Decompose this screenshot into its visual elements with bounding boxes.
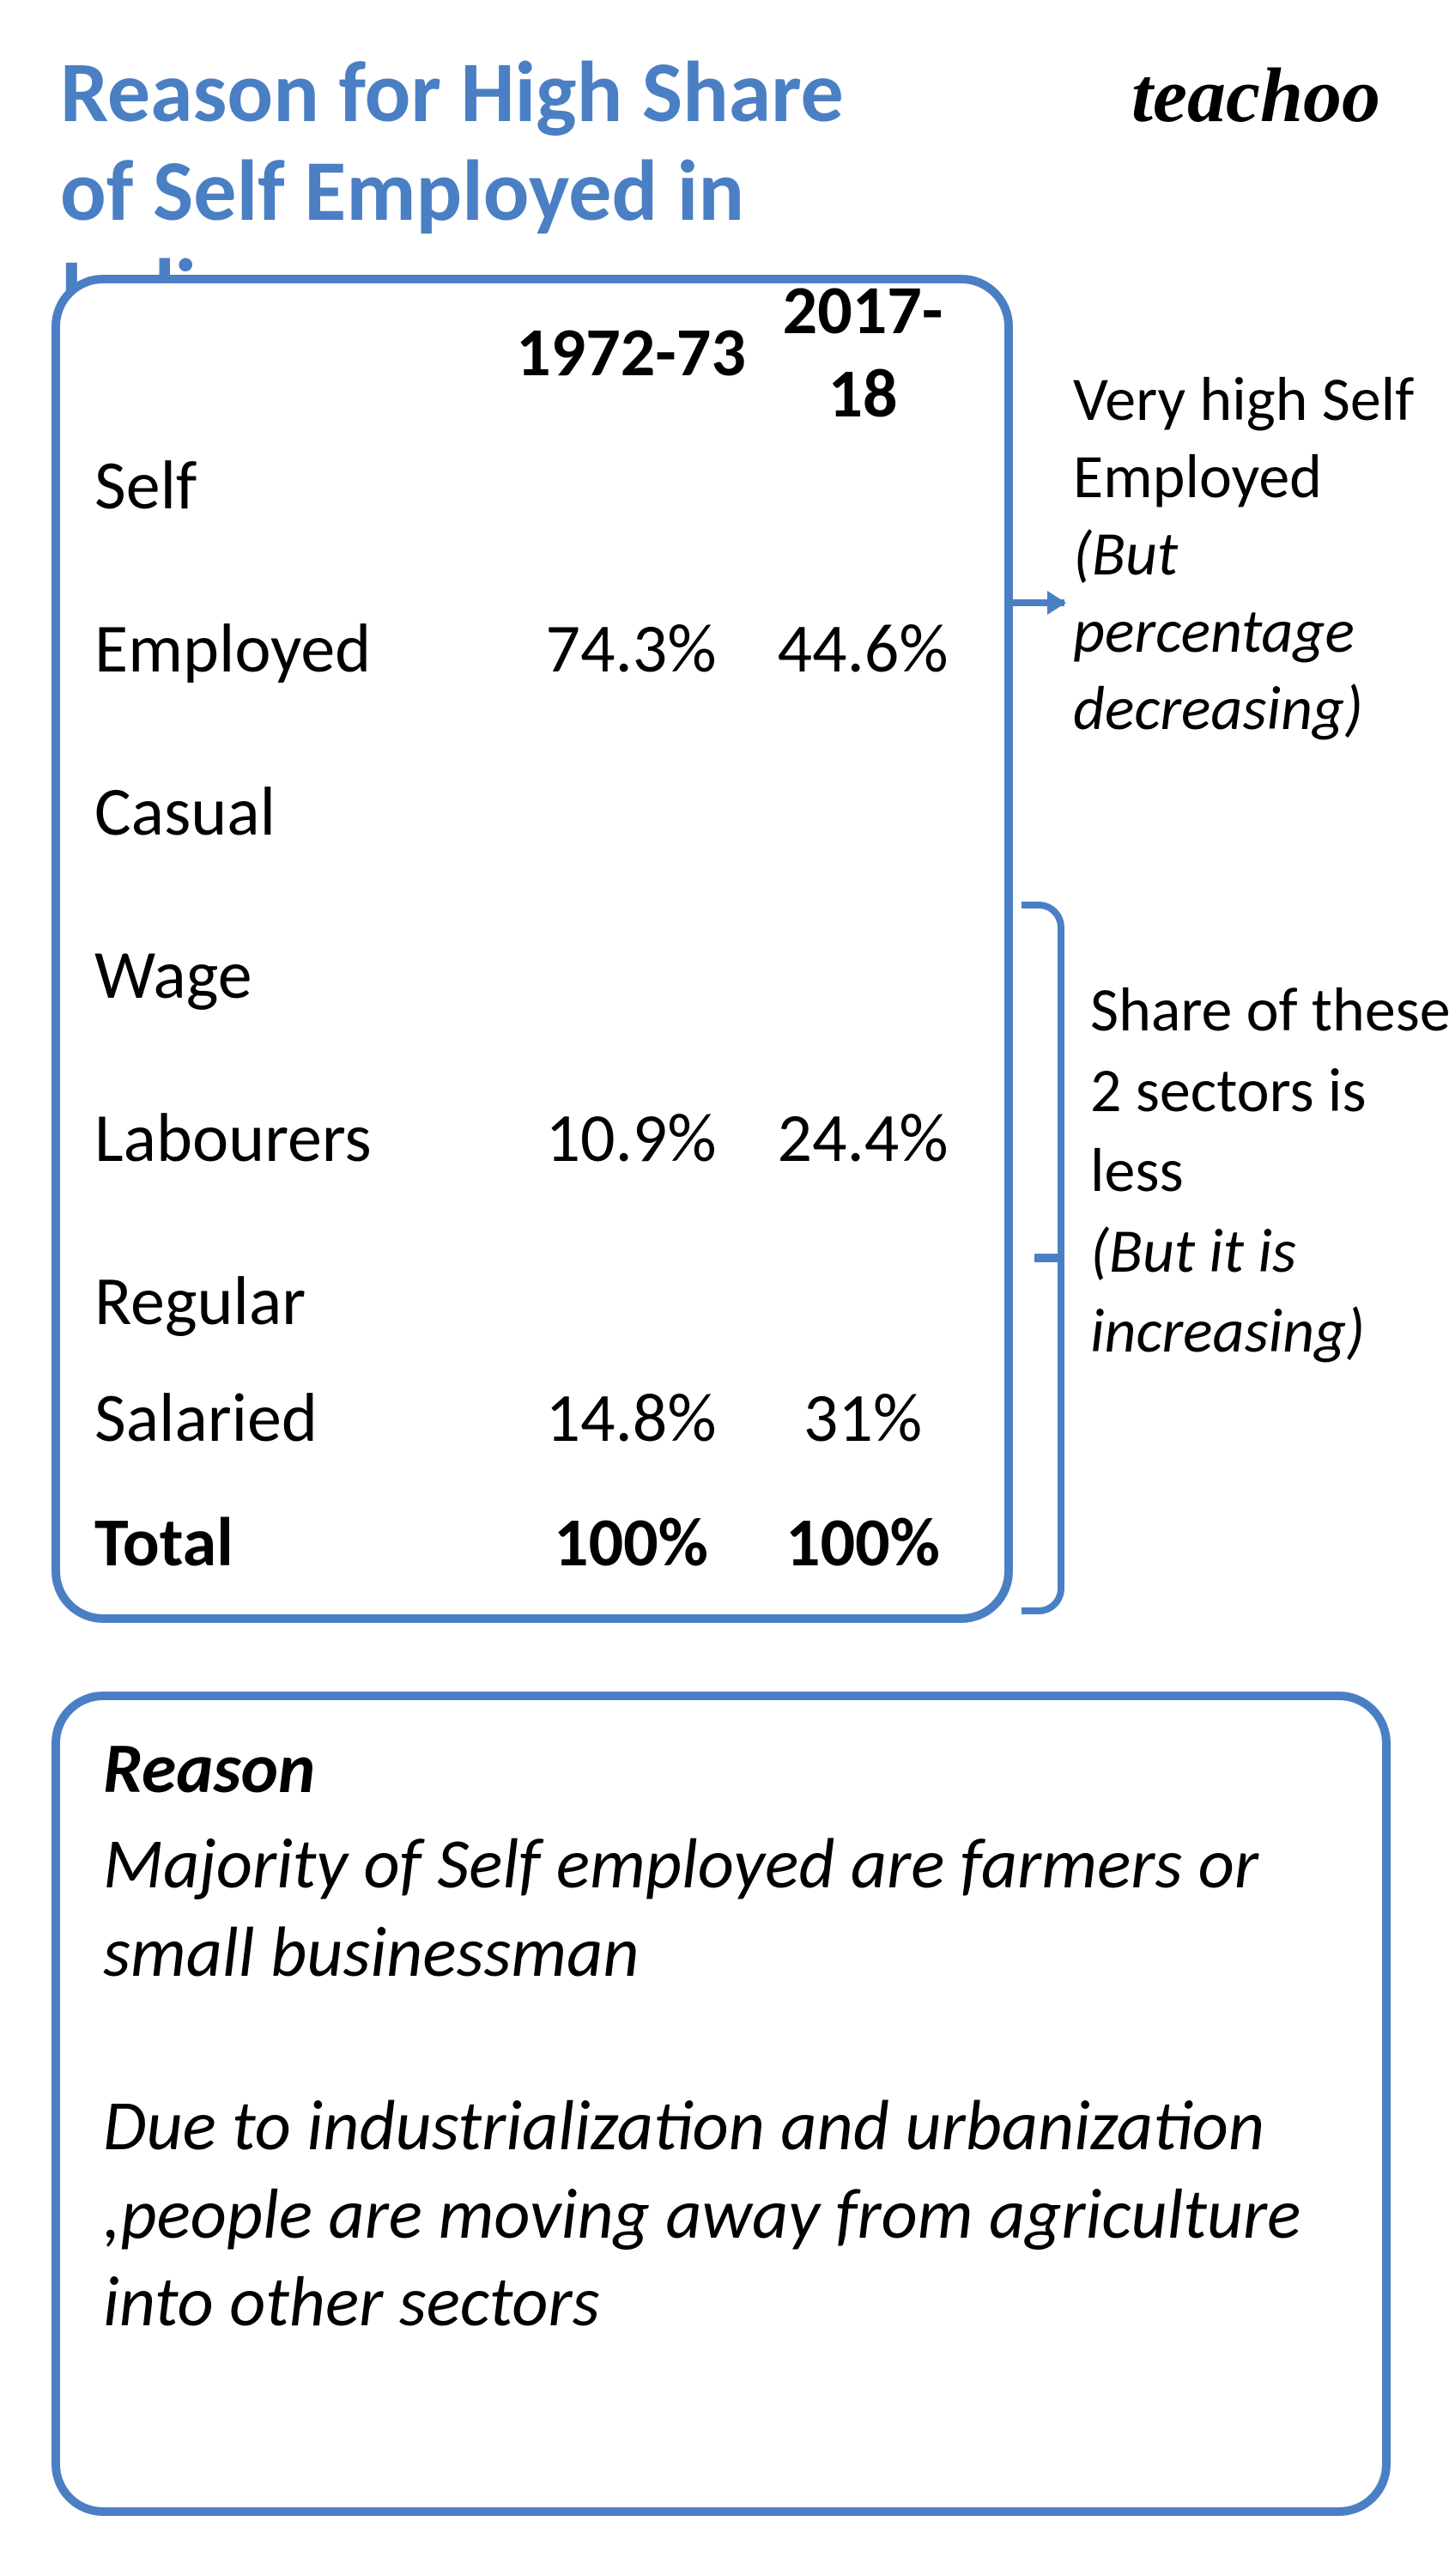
- row-labourers-label: Labourers: [94, 1097, 506, 1180]
- row-total-v2: 100%: [755, 1501, 970, 1584]
- row-total-v1: 100%: [506, 1501, 755, 1584]
- row-casual-label1: Casual: [94, 770, 506, 854]
- annotation-self-employed-italic: (But percentage decreasing): [1073, 515, 1434, 747]
- reason-para1: Majority of Self employed are farmers or…: [103, 1820, 1339, 1996]
- row-self-v1: 74.3%: [506, 607, 755, 690]
- annotation-self-employed: Very high Self Employed (But percentage …: [1073, 361, 1434, 747]
- row-total-label: Total: [94, 1501, 506, 1584]
- row-labourers-v2: 24.4%: [755, 1097, 970, 1180]
- reason-heading: Reason: [103, 1726, 1339, 1812]
- row-labourers-v1: 10.9%: [506, 1097, 755, 1180]
- row-salaried-v1: 14.8%: [506, 1376, 755, 1460]
- row-self-label1: Self: [94, 444, 506, 527]
- table-header-1972: 1972-73: [506, 311, 755, 394]
- table-header-2017: 2017-18: [755, 269, 970, 435]
- employment-table-box: 1972-73 2017-18 Self Employed 74.3% 44.6…: [52, 275, 1013, 1623]
- annotation-other-italic: (But it is increasing): [1090, 1212, 1449, 1372]
- bracket-icon: [1022, 902, 1064, 1614]
- row-self-label2: Employed: [94, 607, 506, 690]
- reason-para2: Due to industrialization and urbanizatio…: [103, 2082, 1339, 2347]
- brand-logo: teachoo: [1131, 52, 1380, 140]
- row-salaried-label: Salaried: [94, 1376, 506, 1460]
- row-casual-label2: Wage: [94, 933, 506, 1017]
- annotation-other-sectors: Share of these 2 sectors is less (But it…: [1090, 970, 1449, 1372]
- row-regular-label1: Regular: [94, 1260, 506, 1343]
- arrow-icon: [1013, 599, 1064, 606]
- annotation-other-text: Share of these 2 sectors is less: [1090, 970, 1449, 1212]
- row-self-v2: 44.6%: [755, 607, 970, 690]
- row-salaried-v2: 31%: [755, 1376, 970, 1460]
- reason-box: Reason Majority of Self employed are far…: [52, 1692, 1391, 2516]
- annotation-self-employed-text: Very high Self Employed: [1073, 361, 1434, 515]
